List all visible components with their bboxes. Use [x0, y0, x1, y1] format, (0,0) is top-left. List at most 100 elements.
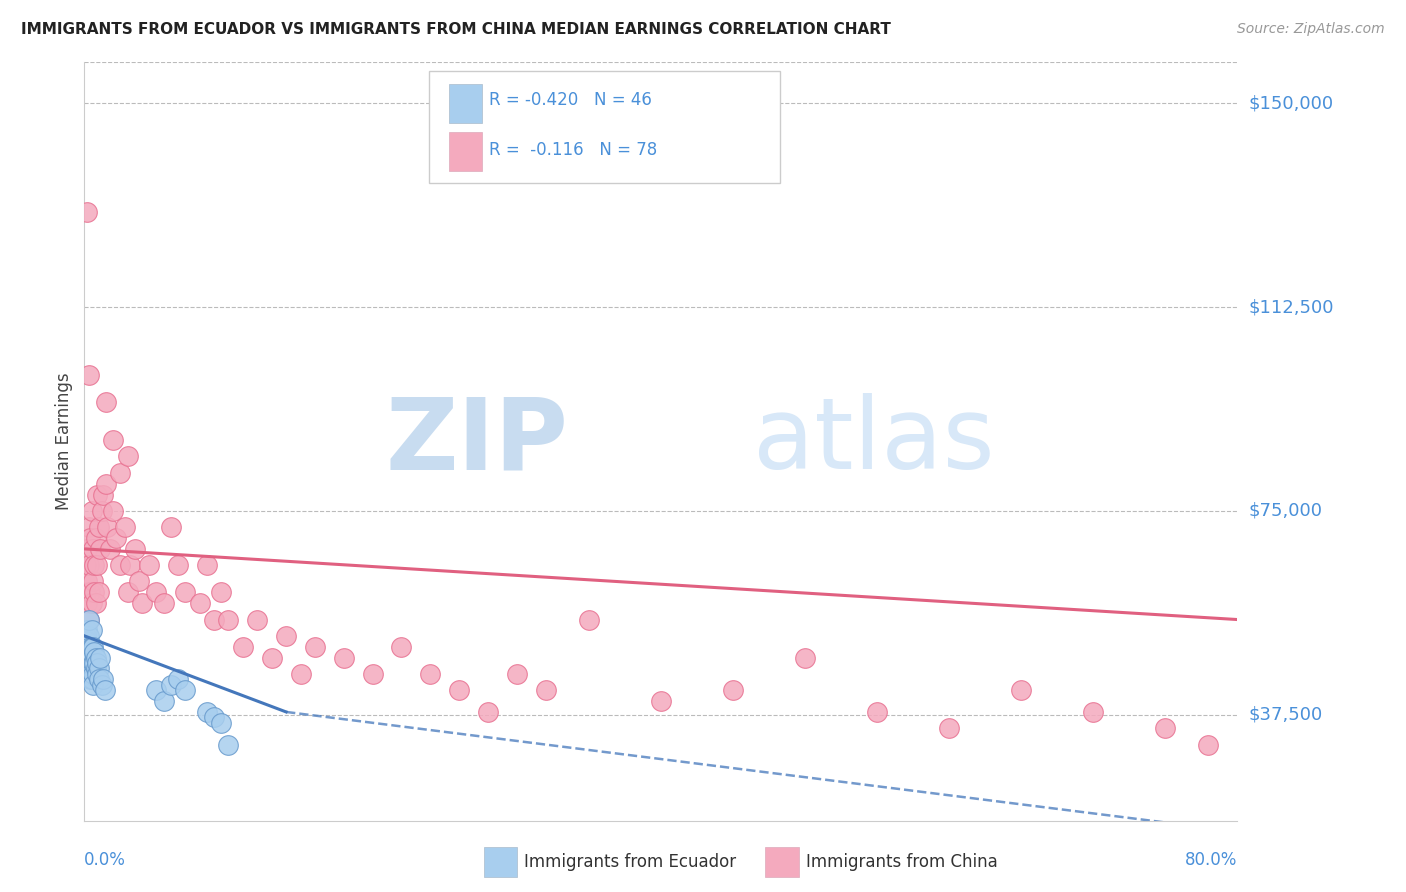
Point — [82, 541, 104, 556]
Point — [152, 596, 174, 610]
Point — [160, 520, 183, 534]
Point — [80, 640, 103, 654]
Point — [77, 661, 100, 675]
Point — [93, 683, 115, 698]
Point — [76, 205, 98, 219]
Point — [938, 721, 960, 735]
Point — [90, 678, 112, 692]
Point — [77, 645, 100, 659]
Point — [105, 531, 128, 545]
Point — [96, 520, 118, 534]
Point — [578, 613, 600, 627]
Point — [117, 450, 139, 464]
Point — [87, 673, 110, 687]
Point — [76, 574, 98, 589]
Point — [120, 558, 142, 573]
Point — [86, 487, 108, 501]
Point — [77, 520, 100, 534]
Point — [80, 596, 103, 610]
Point — [82, 656, 104, 670]
Text: $37,500: $37,500 — [1249, 706, 1323, 723]
Point — [110, 558, 132, 573]
Text: $112,500: $112,500 — [1249, 298, 1334, 316]
Point — [477, 705, 499, 719]
Point — [721, 683, 744, 698]
Point — [79, 661, 101, 675]
Point — [218, 738, 240, 752]
Point — [131, 596, 153, 610]
Point — [79, 531, 101, 545]
Point — [1083, 705, 1105, 719]
Text: $150,000: $150,000 — [1249, 95, 1333, 112]
Point — [83, 645, 105, 659]
Point — [167, 673, 190, 687]
Point — [75, 585, 97, 599]
Point — [76, 624, 98, 638]
Point — [188, 596, 211, 610]
Point — [110, 466, 132, 480]
Point — [391, 640, 413, 654]
Point — [82, 640, 104, 654]
Point — [79, 640, 101, 654]
Text: Immigrants from China: Immigrants from China — [806, 853, 997, 871]
Point — [794, 650, 817, 665]
Point — [209, 585, 232, 599]
Point — [77, 629, 100, 643]
Point — [83, 656, 105, 670]
Point — [124, 541, 146, 556]
Point — [91, 487, 114, 501]
Point — [195, 705, 218, 719]
Point — [79, 650, 101, 665]
Point — [202, 710, 225, 724]
Point — [1010, 683, 1032, 698]
Point — [333, 650, 356, 665]
Text: atlas: atlas — [754, 393, 994, 490]
Point — [195, 558, 218, 573]
Text: 0.0%: 0.0% — [84, 851, 127, 869]
Point — [276, 629, 298, 643]
Point — [86, 666, 108, 681]
Point — [76, 541, 98, 556]
Text: R =  -0.116   N = 78: R = -0.116 N = 78 — [489, 141, 658, 159]
Point — [83, 558, 105, 573]
Point — [304, 640, 326, 654]
Point — [89, 541, 111, 556]
Point — [232, 640, 254, 654]
Point — [75, 558, 97, 573]
Point — [449, 683, 471, 698]
Point — [209, 715, 232, 730]
Point — [94, 476, 117, 491]
Y-axis label: Median Earnings: Median Earnings — [55, 373, 73, 510]
Text: Source: ZipAtlas.com: Source: ZipAtlas.com — [1237, 22, 1385, 37]
Point — [145, 585, 167, 599]
Point — [86, 558, 108, 573]
Point — [361, 666, 384, 681]
Point — [82, 678, 104, 692]
Point — [82, 574, 104, 589]
Point — [152, 694, 174, 708]
Point — [218, 613, 240, 627]
Point — [98, 541, 121, 556]
Point — [76, 645, 98, 659]
Point — [246, 613, 269, 627]
Point — [260, 650, 283, 665]
Point — [534, 683, 557, 698]
Point — [77, 613, 100, 627]
Point — [103, 504, 124, 518]
Point — [650, 694, 672, 708]
Point — [174, 683, 197, 698]
Point — [75, 640, 97, 654]
Point — [79, 585, 101, 599]
Point — [1154, 721, 1177, 735]
Point — [419, 666, 441, 681]
Text: $75,000: $75,000 — [1249, 502, 1323, 520]
Point — [87, 520, 110, 534]
Point — [75, 629, 97, 643]
Point — [290, 666, 312, 681]
Point — [145, 683, 167, 698]
Point — [76, 596, 98, 610]
Point — [77, 666, 100, 681]
Point — [94, 395, 117, 409]
Point — [160, 678, 183, 692]
Point — [202, 613, 225, 627]
